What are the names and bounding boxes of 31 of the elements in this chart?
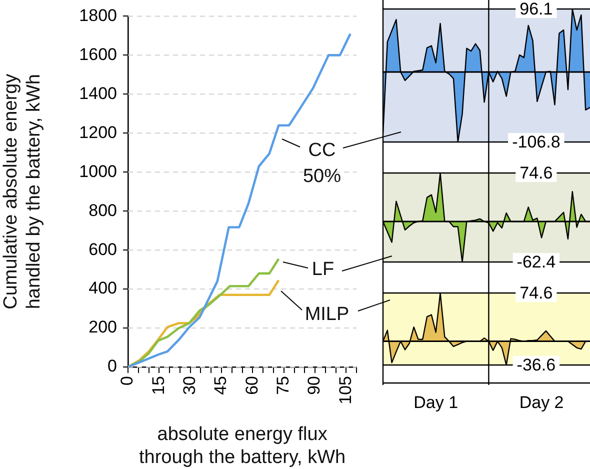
x-tick-label: Day 2 [519, 392, 564, 412]
y-tick-label: 1000 [79, 162, 117, 181]
y-tick-label: 1200 [79, 122, 117, 142]
y-tick-label: 74.6 [520, 164, 553, 183]
y-tick-label: 600 [88, 240, 117, 259]
y-tick-label: 74.6 [520, 284, 553, 303]
y-tick-label: 1800 [79, 6, 117, 25]
y-axis-title: Cumulative absolute energy handled by the battery, kWh [0, 73, 44, 310]
y-tick-label: 200 [88, 318, 117, 337]
x-tick-label: 30 [180, 376, 200, 395]
series-label: LF [312, 259, 334, 280]
y-tick-label: 0 [108, 356, 117, 376]
x-tick-label: 0 [118, 376, 137, 386]
y-tick-label: -62.4 [516, 252, 556, 272]
y-tick-label: 400 [88, 278, 117, 298]
y-tick-label: 1400 [79, 84, 117, 103]
y-tick-label: 800 [88, 200, 117, 220]
y-tick-label: -106.8 [512, 132, 560, 152]
series-label: MILP [304, 304, 350, 326]
x-tick-label: 60 [242, 376, 262, 395]
y-tick-label: 96.1 [520, 0, 553, 19]
y-tick-label: 1600 [79, 44, 117, 64]
series-label: CC 50% [302, 140, 342, 188]
x-tick-label: 90 [304, 376, 324, 395]
x-tick-label: 105 [336, 376, 355, 404]
x-tick-label: 15 [148, 376, 168, 395]
x-axis-title: absolute energy flux through the battery, kWh [138, 424, 346, 468]
x-tick-label: 75 [274, 376, 293, 395]
y-tick-label: -36.6 [516, 356, 556, 375]
x-tick-label: Day 1 [414, 392, 458, 412]
x-tick-label: 45 [211, 376, 230, 395]
